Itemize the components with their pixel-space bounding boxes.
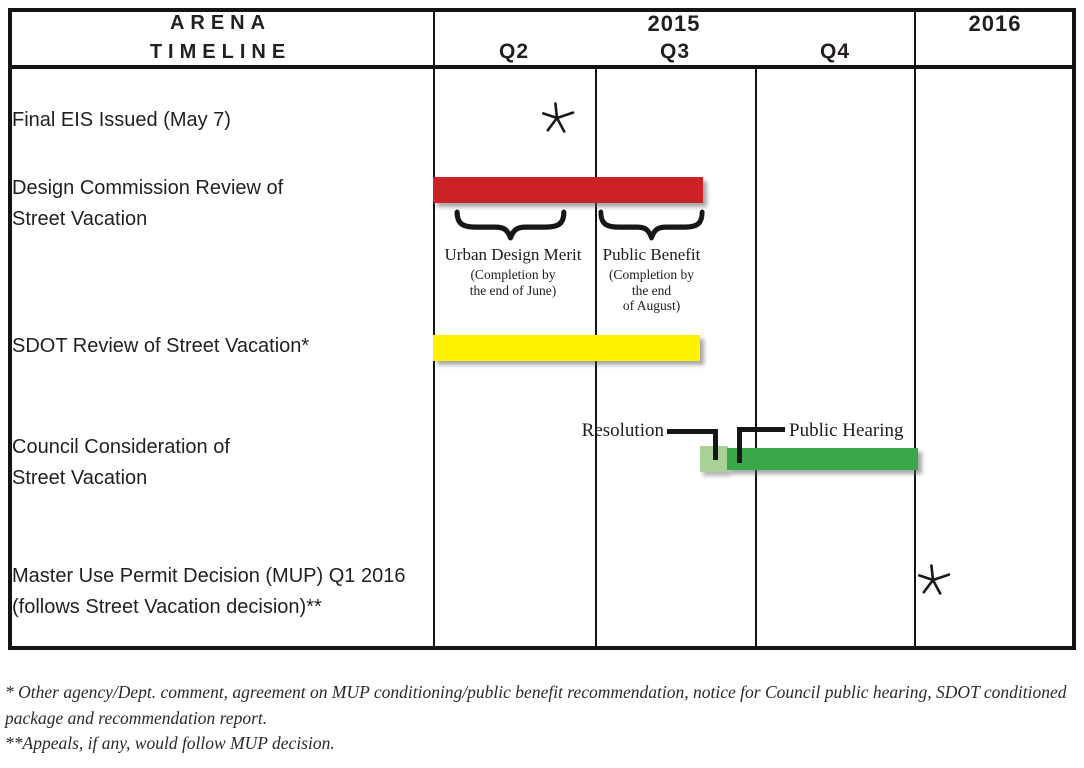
urban-design-merit-annotation: Urban Design Merit (Completion by the en… [433,243,593,298]
row-label-line: Master Use Permit Decision (MUP) Q1 2016 [12,565,406,587]
annotation-sub-line: (Completion by [470,267,556,282]
row-label-line: SDOT Review of Street Vacation* [12,335,310,357]
table-border [8,8,1076,650]
row-label-line: Street Vacation [12,467,148,489]
annotation-sub-line: of August) [622,298,681,313]
header-separator-line [8,65,1076,69]
table-title-line2: TIMELINE [149,41,292,63]
column-line-q3-q4 [755,69,757,650]
year-2015-label: 2015 [647,11,701,36]
row-label-council-consideration: Council Consideration of Street Vacation [12,432,230,494]
footnote-one-line2: package and recommendation report. [5,708,268,728]
sdot-review-bar [433,335,700,361]
resolution-connector-horizontal [667,429,718,434]
column-line-2015-2016 [914,8,916,650]
design-commission-bar [433,177,703,203]
public-hearing-connector-horizontal [737,427,785,432]
public-hearing-callout-label: Public Hearing [789,420,904,441]
table-title-line1: ARENA [169,12,272,34]
row-label-line: Final EIS Issued (May 7) [12,109,231,131]
annotation-sub-line: the end of June) [469,282,557,298]
annotation-sub-line: the end [631,282,672,298]
annotation-title: Urban Design Merit [444,245,582,264]
row-label-final-eis: Final EIS Issued (May 7) [12,105,231,136]
council-consideration-bar [727,448,918,470]
table-title: ARENA TIMELINE [8,9,433,67]
public-benefit-annotation: Public Benefit (Completion by the end of… [598,243,705,314]
row-label-line: Council Consideration of [12,436,230,458]
annotation-sub-line: (Completion by [608,267,695,282]
public-hearing-connector-vertical [737,427,742,463]
row-label-sdot-review: SDOT Review of Street Vacation* [12,331,309,362]
quarter-q2-label: Q2 [498,40,529,63]
footnote-two: **Appeals, if any, would follow MUP deci… [5,733,335,753]
quarter-q3-label: Q3 [659,40,690,63]
final-eis-star-icon [539,100,575,136]
annotation-title: Public Benefit [602,245,701,264]
footnote-one-line1: * Other agency/Dept. comment, agreement … [5,682,1067,702]
row-label-line: Design Commission Review of [12,177,284,199]
row-label-line: (follows Street Vacation decision)** [12,596,322,618]
mup-decision-star-icon [915,562,951,598]
column-line-title-q2 [433,8,435,650]
urban-design-merit-brace-icon [452,209,569,241]
row-label-line: Street Vacation [12,208,148,230]
row-label-design-commission: Design Commission Review of Street Vacat… [12,173,283,235]
row-label-mup-decision: Master Use Permit Decision (MUP) Q1 2016… [12,561,405,623]
public-benefit-brace-icon [596,209,707,241]
resolution-connector-vertical [713,429,718,460]
year-2016-label: 2016 [968,11,1022,36]
resolution-callout-label: Resolution [581,420,664,441]
quarter-q4-label: Q4 [819,40,850,63]
